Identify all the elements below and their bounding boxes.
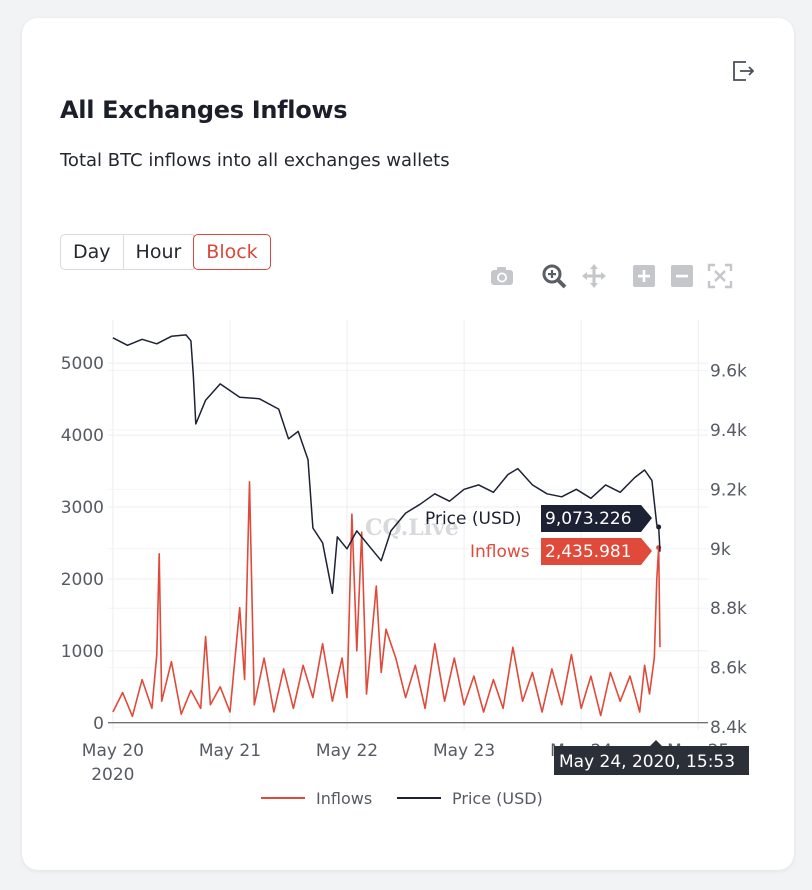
y-left-tick-label: 3000: [61, 498, 104, 518]
card-subtitle: Total BTC inflows into all exchanges wal…: [60, 150, 450, 171]
hover-price-value: 9,073.226: [545, 509, 632, 529]
hover-inflows-box: [541, 538, 652, 565]
hour-button[interactable]: Hour: [123, 234, 195, 270]
y-left-tick-label: 0: [93, 714, 104, 734]
right-axis: 8.4k 8.6k 8.8k 9k 9.2k 9.4k 9.6k: [710, 362, 747, 739]
x-tick-year: 2020: [91, 765, 134, 785]
y-left-tick-label: 2000: [61, 570, 104, 590]
zoom-out-icon[interactable]: [668, 262, 696, 290]
chart-legend: Inflows Price (USD): [261, 789, 543, 808]
hover-price-label: Price (USD): [425, 509, 521, 529]
legend-inflows-label[interactable]: Inflows: [316, 789, 372, 808]
y-left-tick-label: 1000: [61, 642, 104, 662]
camera-icon[interactable]: [488, 262, 516, 290]
hover-x-value: May 24, 2020, 15:53: [559, 752, 735, 772]
price-series: [112, 334, 662, 595]
hover-x-box: [554, 740, 749, 775]
hover-tooltip-inflows: Inflows 2,435.981: [470, 538, 652, 565]
hover-x-label: May 24, 2020, 15:53: [554, 740, 749, 775]
x-tick-label: May 21: [199, 741, 261, 761]
zoom-icon[interactable]: [540, 262, 568, 290]
zoom-in-icon[interactable]: [630, 262, 658, 290]
chart-card: All Exchanges Inflows Total BTC inflows …: [22, 18, 794, 870]
x-tick-label: May 23: [433, 741, 495, 761]
y-right-tick-label: 8.4k: [710, 718, 747, 738]
price-line: [112, 334, 661, 595]
y-right-tick-label: 9.6k: [710, 362, 747, 382]
hover-inflows-value: 2,435.981: [545, 542, 632, 562]
y-right-tick-label: 9.2k: [710, 480, 747, 500]
hover-price-point: [656, 524, 662, 530]
y-right-tick-label: 8.8k: [710, 599, 747, 619]
hover-price-box: [541, 505, 652, 532]
block-button[interactable]: Block: [193, 234, 271, 270]
y-right-tick-label: 8.6k: [710, 659, 747, 679]
hover-tooltip-price: Price (USD) 9,073.226: [425, 505, 652, 532]
pan-icon[interactable]: [580, 262, 608, 290]
x-tick-label: May 20: [82, 741, 144, 761]
card-title: All Exchanges Inflows: [60, 96, 348, 124]
y-left-tick-label: 5000: [61, 354, 104, 374]
y-right-tick-label: 9k: [710, 540, 731, 560]
x-tick-label: May 22: [316, 741, 378, 761]
left-axis: 0 1000 2000 3000 4000 5000: [61, 354, 104, 734]
hover-inflows-label: Inflows: [470, 542, 530, 562]
day-button[interactable]: Day: [60, 234, 124, 270]
export-icon[interactable]: [730, 58, 756, 84]
watermark: CQ.Live: [365, 515, 459, 541]
y-left-tick-label: 4000: [61, 426, 104, 446]
y-right-tick-label: 9.4k: [710, 421, 747, 441]
granularity-toggle: Day Hour Block: [60, 234, 271, 270]
inflows-line: [112, 480, 661, 718]
legend-price-label[interactable]: Price (USD): [452, 789, 543, 808]
autoscale-icon[interactable]: [706, 262, 734, 290]
